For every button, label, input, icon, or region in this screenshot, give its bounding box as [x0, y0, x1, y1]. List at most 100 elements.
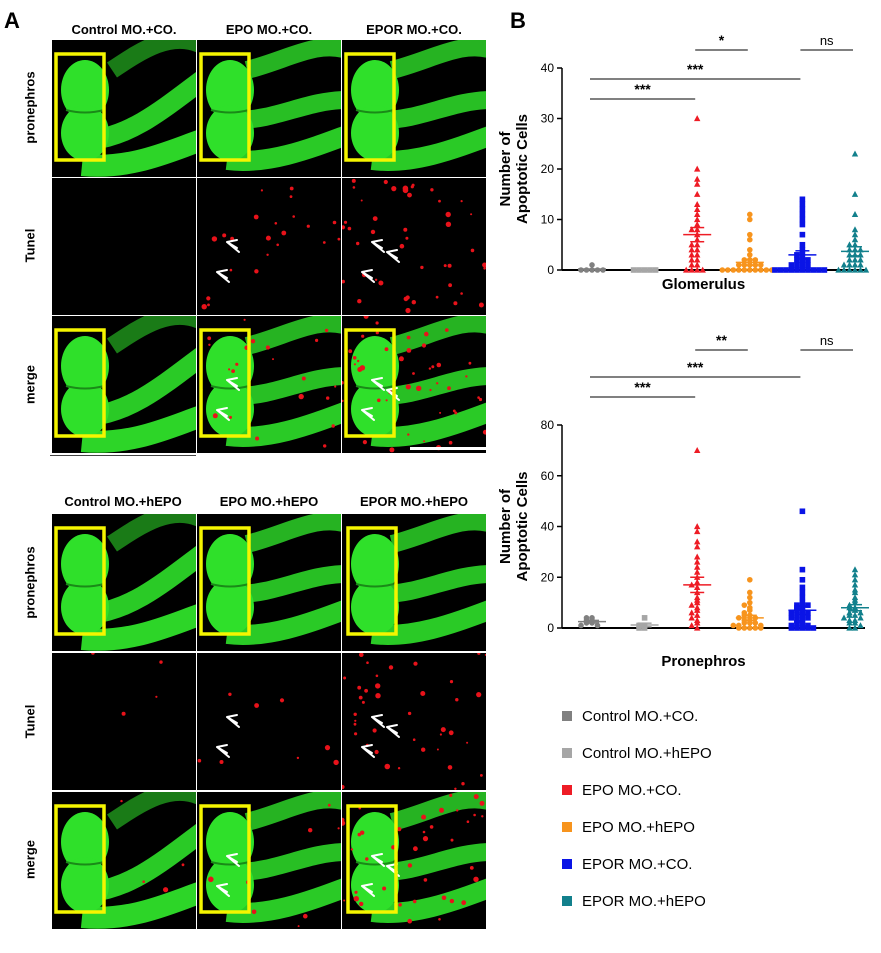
data-point [747, 620, 753, 626]
data-point [851, 589, 859, 596]
pronephros-scatter-chart: 0 20 40 60 80 Number ofApoptotic Cells Proneph… [497, 332, 869, 670]
data-point [799, 589, 806, 596]
data-point [799, 594, 806, 601]
data-point [857, 609, 864, 616]
legend-item: EPOR MO.+CO. [562, 852, 712, 876]
data-point [688, 246, 695, 253]
data-point [851, 571, 859, 578]
data-point [851, 611, 859, 618]
data-point [799, 625, 806, 631]
data-point [763, 267, 770, 273]
data-point [851, 576, 859, 583]
legend-item: Control MO.+CO. [562, 704, 712, 728]
data-point [799, 211, 806, 218]
y-tick-label: 60 [541, 469, 555, 483]
data-point [747, 247, 753, 253]
data-point [840, 261, 848, 268]
y-tick-label: 30 [541, 112, 555, 126]
legend-label: EPOR MO.+CO. [582, 855, 693, 873]
row-label-pronephros: pronephros [22, 71, 38, 144]
data-point [846, 624, 853, 631]
legend-swatch [562, 785, 572, 795]
data-point [694, 246, 701, 253]
data-point [799, 262, 806, 268]
data-point [835, 266, 842, 273]
data-point [694, 538, 701, 545]
data-point [688, 256, 695, 263]
data-point [688, 226, 695, 233]
micrograph-hepo-tunel-2 [197, 653, 341, 790]
legend-label: EPO MO.+hEPO [582, 818, 695, 836]
significance-label: ** [716, 332, 727, 348]
data-point [688, 601, 695, 608]
data-point [799, 508, 806, 515]
significance-label: ns [820, 333, 834, 348]
data-point [799, 247, 806, 253]
data-point [799, 201, 806, 208]
x-axis-label: Pronephros [661, 653, 745, 670]
data-point [799, 620, 806, 626]
data-point [694, 558, 701, 565]
data-point [694, 115, 701, 122]
data-point [741, 620, 748, 626]
data-point [851, 581, 859, 588]
data-point [747, 211, 753, 218]
data-point [694, 200, 701, 207]
data-point [694, 216, 701, 223]
data-point [794, 620, 800, 626]
data-point [857, 622, 864, 629]
significance-label: *** [634, 81, 651, 97]
data-point [688, 261, 695, 268]
data-point [741, 625, 748, 631]
y-tick-label: 20 [541, 570, 555, 584]
data-point [805, 625, 811, 631]
legend-label: Control MO.+CO. [582, 707, 699, 725]
data-point [805, 602, 811, 608]
data-point [805, 262, 811, 268]
data-point [772, 267, 778, 273]
data-point [688, 614, 695, 621]
data-point [788, 615, 795, 621]
data-point [589, 262, 595, 268]
data-point [794, 267, 800, 273]
data-point [851, 256, 859, 263]
data-point [788, 609, 795, 616]
data-point [694, 568, 701, 575]
data-point [857, 266, 864, 273]
data-point [747, 236, 753, 243]
data-point [694, 523, 701, 530]
y-tick-label: 40 [541, 61, 555, 75]
data-point [799, 599, 806, 606]
data-point [846, 611, 853, 618]
data-point [747, 231, 753, 238]
data-point [730, 622, 737, 629]
data-point [799, 231, 806, 238]
data-point [641, 615, 648, 621]
row-label-pronephros-bottom: pronephros [22, 546, 38, 619]
data-point [636, 625, 642, 631]
data-point [741, 602, 748, 608]
micrograph-hepo-merge-1 [52, 792, 196, 929]
data-point [694, 553, 701, 560]
glomerulus-scatter-chart: 0 10 20 30 40 Number ofApoptotic Cells Glomeru… [497, 32, 870, 293]
data-point [851, 566, 859, 573]
data-point [799, 206, 806, 213]
data-point [694, 606, 701, 613]
data-point [788, 262, 795, 268]
data-point [694, 266, 701, 273]
data-point [641, 625, 648, 631]
legend-item: EPO MO.+CO. [562, 778, 712, 802]
x-axis-label: Glomerulus [662, 276, 745, 293]
data-point [840, 614, 848, 621]
legend-swatch [562, 748, 572, 758]
data-point [799, 221, 806, 228]
row-label-merge: merge [22, 364, 38, 405]
data-point [758, 262, 764, 268]
data-point [805, 267, 811, 273]
data-point [752, 267, 759, 273]
micrograph-hepo-tunel-1 [52, 653, 196, 790]
data-point [688, 251, 695, 258]
data-point [694, 206, 701, 212]
micrograph-co-tunel-3 [342, 178, 486, 315]
data-point [694, 619, 701, 626]
